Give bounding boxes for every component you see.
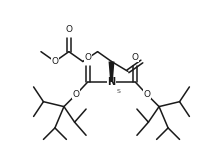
- Text: O: O: [65, 25, 72, 34]
- Text: O: O: [73, 90, 80, 99]
- Text: S: S: [116, 89, 120, 93]
- Polygon shape: [109, 62, 114, 82]
- Text: O: O: [132, 53, 139, 62]
- Text: O: O: [84, 53, 91, 62]
- Text: O: O: [143, 90, 150, 99]
- Text: O: O: [52, 57, 58, 66]
- Text: N: N: [107, 77, 116, 87]
